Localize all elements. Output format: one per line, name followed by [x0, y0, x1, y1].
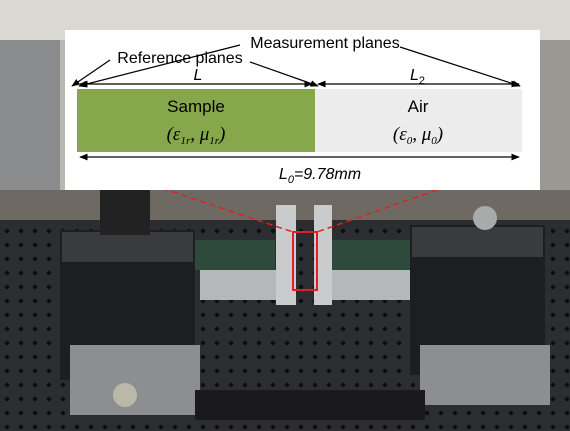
length-label: L	[194, 67, 203, 84]
reference-planes-label: Reference planes	[117, 50, 242, 67]
param: , μ	[412, 124, 431, 145]
page: Measurement planes Reference planes L L2…	[0, 0, 570, 431]
param: , μ	[190, 124, 209, 145]
param: )	[436, 124, 443, 145]
length-base: L	[410, 67, 419, 84]
param: )	[218, 124, 225, 145]
length-base: L	[279, 166, 288, 183]
measurement-planes-label: Measurement planes	[250, 35, 399, 52]
length-sub: 2	[419, 75, 425, 87]
param: (ε	[393, 124, 407, 145]
sample-label: Sample	[167, 97, 225, 116]
air-label: Air	[408, 97, 429, 116]
length-value: =9.78mm	[294, 166, 361, 183]
overlay: Measurement planes Reference planes L L2…	[65, 30, 540, 190]
scene: Measurement planes Reference planes L L2…	[0, 0, 570, 431]
param: (ε	[167, 124, 181, 145]
